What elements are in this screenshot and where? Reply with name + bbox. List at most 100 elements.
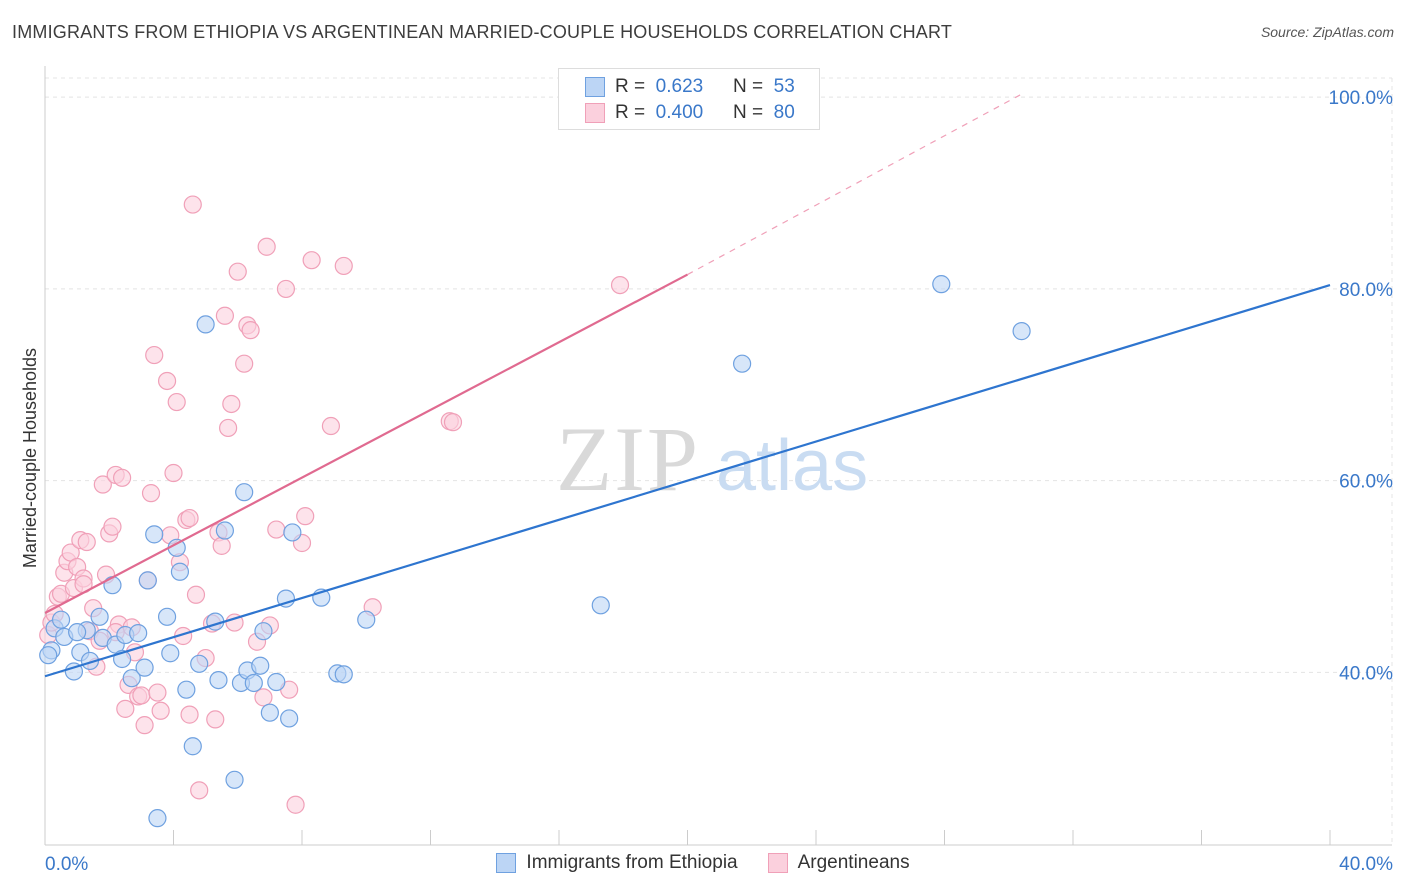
- legend-label-argentineans: Argentineans: [797, 852, 910, 873]
- stats-r-label: R =: [615, 76, 646, 97]
- point-ethiopia: [177, 680, 196, 699]
- point-argentineans: [183, 195, 202, 214]
- stats-n-value: 53: [773, 76, 795, 97]
- point-ethiopia: [591, 596, 610, 615]
- point-argentineans: [610, 275, 630, 295]
- legend-item-argentineans[interactable]: Argentineans: [767, 852, 910, 874]
- point-argentineans: [157, 371, 177, 391]
- point-ethiopia: [129, 624, 148, 643]
- stats-n-value: 80: [773, 102, 795, 123]
- point-ethiopia: [209, 670, 228, 690]
- point-argentineans: [228, 262, 247, 281]
- y-tick-label: 60.0%: [1339, 472, 1393, 493]
- legend-swatch-ethiopia: [496, 853, 517, 873]
- point-argentineans: [334, 256, 353, 276]
- point-ethiopia: [283, 523, 302, 542]
- stats-swatch-ethiopia: [585, 77, 605, 97]
- point-argentineans: [286, 795, 305, 814]
- point-argentineans: [257, 237, 276, 256]
- point-ethiopia: [1012, 322, 1031, 341]
- point-argentineans: [241, 321, 260, 340]
- point-ethiopia: [51, 610, 71, 629]
- point-argentineans: [167, 392, 186, 412]
- stats-r-value: 0.623: [655, 76, 704, 97]
- point-ethiopia: [103, 576, 122, 595]
- point-argentineans: [93, 475, 112, 494]
- point-argentineans: [212, 536, 231, 555]
- point-ethiopia: [215, 521, 234, 540]
- stats-r-label: R =: [615, 102, 646, 123]
- point-ethiopia: [334, 665, 353, 684]
- point-ethiopia: [190, 654, 209, 673]
- point-argentineans: [132, 686, 151, 705]
- legend-label-ethiopia: Immigrants from Ethiopia: [526, 852, 738, 873]
- point-argentineans: [254, 688, 273, 707]
- point-argentineans: [321, 416, 341, 436]
- point-argentineans: [148, 683, 167, 702]
- point-ethiopia: [138, 571, 157, 590]
- series-ethiopia: [39, 275, 1031, 828]
- stats-swatch-argentineans: [585, 103, 605, 123]
- point-argentineans: [296, 507, 315, 526]
- point-argentineans: [267, 520, 286, 539]
- point-ethiopia: [225, 770, 244, 789]
- stats-row-ethiopia: R = 0.623 N = 53: [585, 74, 795, 100]
- point-argentineans: [190, 781, 209, 800]
- point-ethiopia: [145, 525, 164, 544]
- point-argentineans: [206, 710, 225, 729]
- trend-line-argentineans-extension: [687, 91, 1026, 276]
- point-argentineans: [135, 716, 154, 735]
- point-argentineans: [141, 484, 161, 503]
- chart-legend: Immigrants from Ethiopia Argentineans: [0, 852, 1406, 874]
- point-argentineans: [186, 585, 206, 604]
- stats-n-label: N =: [732, 102, 764, 123]
- point-ethiopia: [68, 623, 87, 642]
- stats-legend-box: R = 0.623 N = 53 R = 0.400 N = 80: [558, 68, 820, 130]
- point-ethiopia: [170, 562, 190, 581]
- point-ethiopia: [244, 673, 263, 693]
- point-ethiopia: [235, 483, 254, 502]
- legend-swatch-argentineans: [767, 853, 788, 873]
- source-credit: Source: ZipAtlas.com: [1260, 24, 1394, 40]
- point-argentineans: [112, 468, 132, 487]
- point-argentineans: [116, 699, 135, 718]
- point-argentineans: [276, 279, 296, 299]
- point-ethiopia: [276, 589, 296, 608]
- point-argentineans: [219, 418, 238, 438]
- stats-row-argentineans: R = 0.400 N = 80: [585, 100, 795, 126]
- point-argentineans: [145, 345, 164, 365]
- x-tick-labels: 0.0% 40.0%: [45, 854, 1393, 875]
- legend-item-ethiopia[interactable]: Immigrants from Ethiopia: [496, 852, 738, 874]
- point-argentineans: [103, 517, 122, 536]
- point-argentineans: [164, 463, 183, 483]
- chart-title: IMMIGRANTS FROM ETHIOPIA VS ARGENTINEAN …: [12, 22, 953, 42]
- watermark: ZIP atlas: [556, 408, 868, 510]
- point-argentineans: [180, 508, 199, 528]
- point-ethiopia: [260, 703, 279, 722]
- y-tick-label: 100.0%: [1329, 88, 1394, 109]
- point-ethiopia: [39, 646, 58, 665]
- y-axis-label: Married-couple Households: [20, 348, 40, 568]
- point-ethiopia: [254, 622, 273, 641]
- x-tick-label: 40.0%: [1339, 854, 1393, 875]
- x-tick-label: 0.0%: [45, 854, 88, 875]
- point-ethiopia: [161, 644, 180, 663]
- stats-n-label: N =: [732, 76, 764, 97]
- point-argentineans: [235, 354, 254, 373]
- point-ethiopia: [183, 737, 202, 756]
- trend-line-ethiopia: [44, 284, 1331, 678]
- y-tick-label: 80.0%: [1339, 280, 1393, 301]
- trend-line-argentineans: [44, 273, 689, 614]
- point-ethiopia: [932, 275, 951, 294]
- watermark-zip: ZIP: [556, 408, 700, 510]
- point-argentineans: [180, 705, 199, 724]
- y-tick-label: 40.0%: [1339, 663, 1393, 684]
- point-argentineans: [302, 251, 321, 270]
- point-ethiopia: [135, 658, 154, 677]
- point-ethiopia: [196, 315, 215, 334]
- trend-lines: [44, 91, 1331, 678]
- point-ethiopia: [267, 672, 286, 692]
- y-tick-labels: 40.0% 60.0% 80.0% 100.0%: [1329, 88, 1394, 684]
- point-argentineans: [77, 532, 96, 552]
